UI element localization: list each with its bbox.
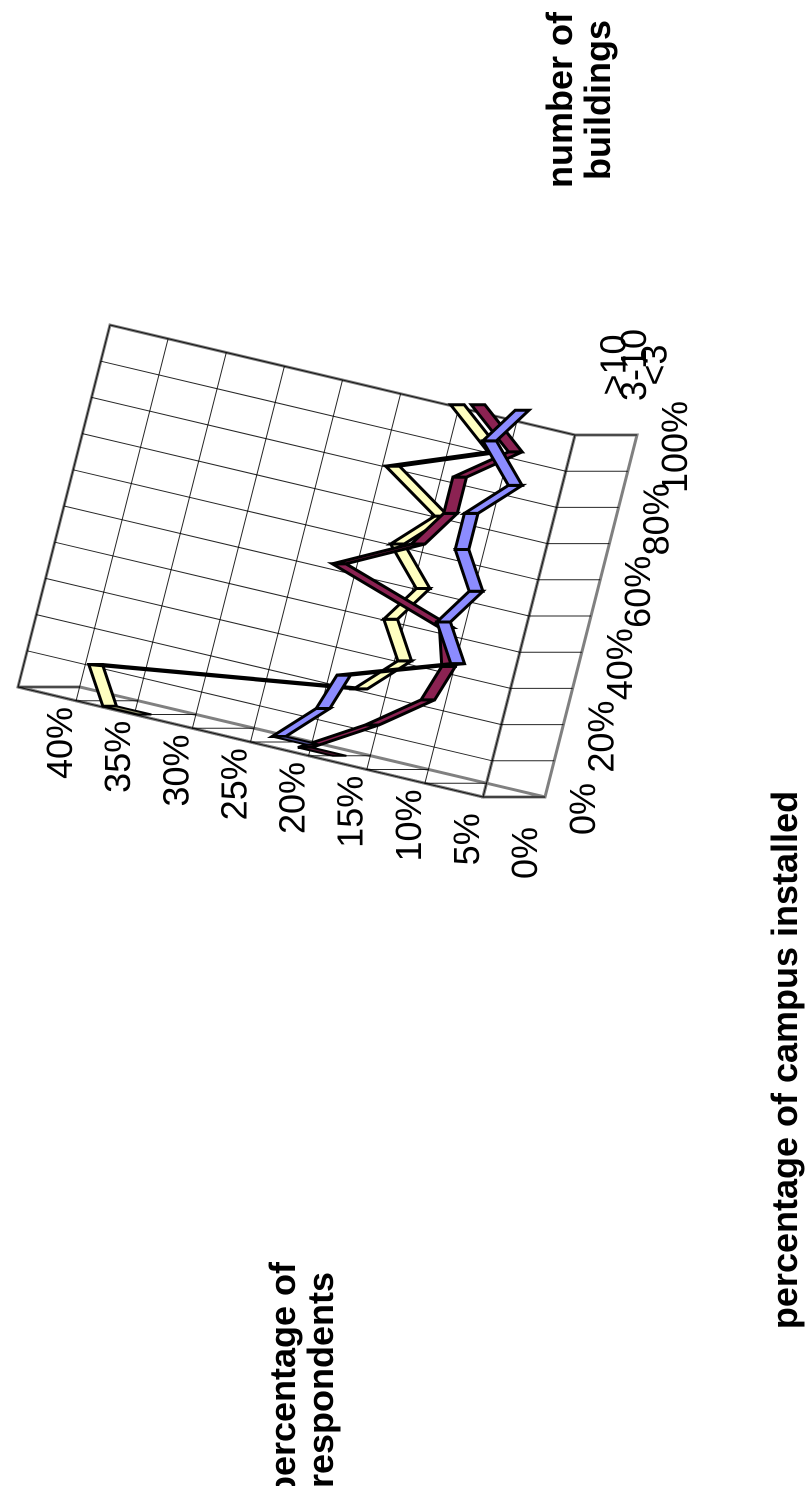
series-x3 — [266, 408, 533, 746]
y-tick-label: 5% — [446, 813, 487, 865]
ribbon-segment — [459, 483, 528, 515]
z-tick-label: >10 — [592, 334, 633, 395]
x-gridline — [109, 324, 637, 436]
x-gridline — [73, 469, 601, 581]
x-gridline — [17, 686, 545, 798]
x-gridline — [45, 577, 573, 689]
x-gridline — [63, 505, 591, 617]
y-tick-label: 40% — [39, 707, 80, 779]
y-axis-title: percentage ofrespondents — [262, 1261, 341, 1486]
y-tick-label: 15% — [330, 776, 371, 848]
x-axis-title: percentage of campus installed — [764, 791, 805, 1329]
ribbon-segment — [382, 464, 452, 518]
ribbon-cap — [297, 746, 347, 757]
x-tick-label: 0% — [562, 783, 603, 835]
y-tick-label: 30% — [155, 734, 196, 806]
x-gridline — [54, 541, 582, 653]
chart-gridlines — [17, 324, 637, 798]
z-tick-label: <3 — [634, 344, 675, 385]
z-tick-label: 3-10 — [613, 329, 654, 401]
ribbon-segment — [313, 673, 354, 710]
x-gridline — [82, 433, 610, 545]
ribbon-cap — [102, 705, 152, 716]
x-gridline — [91, 396, 619, 508]
ribbon-segment — [364, 698, 436, 727]
x-tick-label: 80% — [636, 483, 677, 555]
y-axis-title-line1: percentage of — [262, 1261, 303, 1486]
y-tick-label: 10% — [388, 789, 429, 861]
x-tick-label: 20% — [580, 701, 621, 773]
z-axis-title: number ofbuildings — [539, 11, 618, 188]
x-tick-label: 100% — [654, 401, 695, 493]
ribbon-segment — [266, 707, 335, 738]
z-axis-title-line1: number of — [539, 11, 580, 188]
y-tick-label: 25% — [213, 748, 254, 820]
ribbon-segment — [453, 511, 480, 551]
ribbon-segment — [441, 475, 469, 515]
chart-series — [86, 403, 533, 757]
ribbon-segment — [88, 663, 368, 691]
y-tick-label: 20% — [272, 762, 313, 834]
y-axis-ticks: 0% 5% 10% 15% 20% 25% 30% 35% 40% — [39, 707, 545, 879]
ribbon-segment — [479, 408, 533, 443]
y-tick-label: 35% — [97, 721, 138, 793]
z-axis-title-line2: buildings — [577, 20, 618, 180]
z-axis-ticks: <33-10>10 — [592, 329, 674, 401]
x-gridline — [36, 614, 564, 726]
y-axis-title-line2: respondents — [300, 1272, 341, 1486]
x-gridline — [100, 360, 628, 472]
x-axis-ticks: 0% 20%40%60%80%100% — [562, 401, 695, 835]
x-tick-label: 40% — [599, 628, 640, 700]
x-tick-label: 60% — [617, 556, 658, 628]
y-tick-label: 0% — [504, 827, 545, 879]
x-gridline — [27, 650, 555, 762]
ribbon-cap — [271, 735, 321, 746]
